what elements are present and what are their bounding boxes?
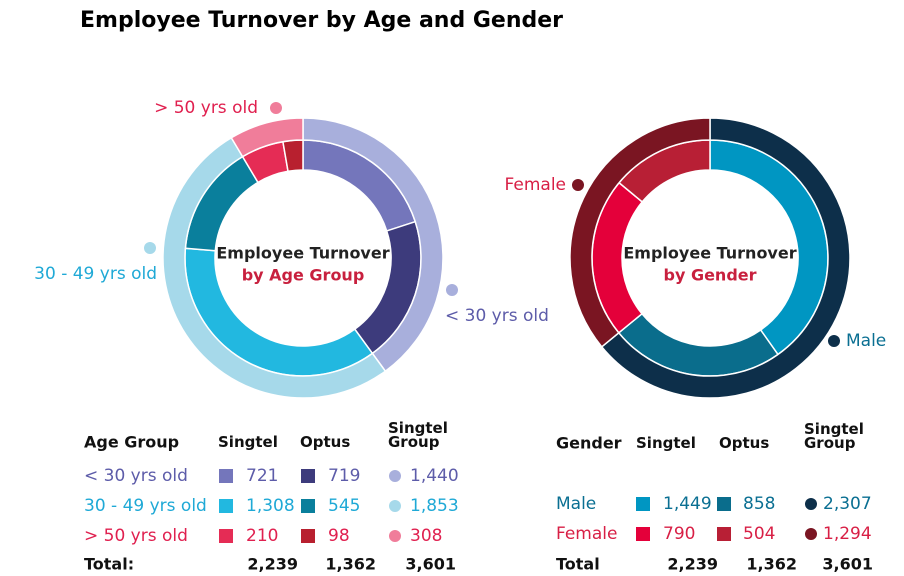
table-header: Singtel	[218, 433, 278, 451]
table-value: 2,307	[823, 494, 872, 514]
table-category: Female	[556, 524, 617, 544]
donut-segment	[569, 117, 711, 348]
segment-label: > 50 yrs old	[154, 98, 258, 118]
donut-segment	[230, 117, 304, 158]
table-total-label: Total:	[84, 555, 134, 574]
table-value: 1,308	[246, 496, 295, 516]
table-value: 308	[410, 526, 442, 546]
table-value: 1,449	[663, 494, 712, 514]
table-category: > 50 yrs old	[84, 526, 188, 546]
table-value: 1,853	[410, 496, 459, 516]
table-value: 790	[663, 524, 695, 544]
table-total: 3,601	[405, 555, 456, 574]
table-header: Age Group	[84, 433, 179, 452]
label-dot	[270, 102, 282, 114]
table-category: < 30 yrs old	[84, 466, 188, 486]
center-label: Employee Turnover	[623, 244, 796, 263]
segment-label: Female	[505, 175, 566, 195]
table-marker	[301, 529, 315, 543]
table-marker	[389, 500, 401, 512]
table-value: 1,440	[410, 466, 459, 486]
segment-label: Male	[846, 331, 886, 351]
table-header: Singtel Group	[388, 419, 448, 451]
table-marker	[389, 530, 401, 542]
table-category: Male	[556, 494, 596, 514]
label-dot	[572, 179, 584, 191]
table-total-label: Total	[556, 555, 600, 574]
table-total: 1,362	[325, 555, 376, 574]
table-total: 1,362	[746, 555, 797, 574]
segment-label: < 30 yrs old	[445, 306, 549, 326]
table-marker	[805, 528, 817, 540]
table-header: Singtel	[636, 434, 696, 452]
table-value: 721	[246, 466, 278, 486]
table-marker	[805, 498, 817, 510]
table-header: Optus	[719, 434, 770, 452]
donut-segment	[600, 117, 851, 399]
table-value: 545	[328, 496, 360, 516]
table-header: Optus	[300, 433, 351, 451]
table-value: 858	[743, 494, 775, 514]
center-label: by Age Group	[242, 266, 365, 285]
table-marker	[219, 529, 233, 543]
table-total: 3,601	[822, 555, 873, 574]
center-label: by Gender	[663, 266, 756, 285]
label-dot	[144, 242, 156, 254]
label-dot	[828, 335, 840, 347]
table-total: 2,239	[247, 555, 298, 574]
table-marker	[717, 527, 731, 541]
table-value: 504	[743, 524, 775, 544]
table-header: Gender	[556, 434, 622, 453]
table-total: 2,239	[667, 555, 718, 574]
table-category: 30 - 49 yrs old	[84, 496, 207, 516]
page-title: Employee Turnover by Age and Gender	[80, 8, 563, 33]
table-header: Singtel Group	[804, 420, 864, 452]
table-marker	[219, 499, 233, 513]
table-value: 98	[328, 526, 350, 546]
table-value: 1,294	[823, 524, 872, 544]
label-dot	[446, 284, 458, 296]
center-label: Employee Turnover	[216, 244, 389, 263]
table-marker	[301, 469, 315, 483]
table-marker	[636, 497, 650, 511]
table-value: 719	[328, 466, 360, 486]
segment-label: 30 - 49 yrs old	[34, 264, 157, 284]
table-marker	[717, 497, 731, 511]
table-marker	[219, 469, 233, 483]
table-value: 210	[246, 526, 278, 546]
table-marker	[389, 470, 401, 482]
table-marker	[636, 527, 650, 541]
table-marker	[301, 499, 315, 513]
